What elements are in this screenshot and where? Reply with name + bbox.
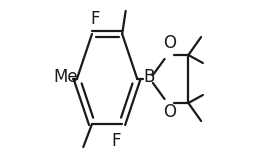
- Text: B: B: [143, 69, 154, 86]
- Text: Me: Me: [54, 69, 78, 86]
- Text: O: O: [163, 103, 176, 121]
- Text: F: F: [111, 132, 120, 150]
- Text: O: O: [163, 34, 176, 52]
- Text: F: F: [91, 10, 100, 28]
